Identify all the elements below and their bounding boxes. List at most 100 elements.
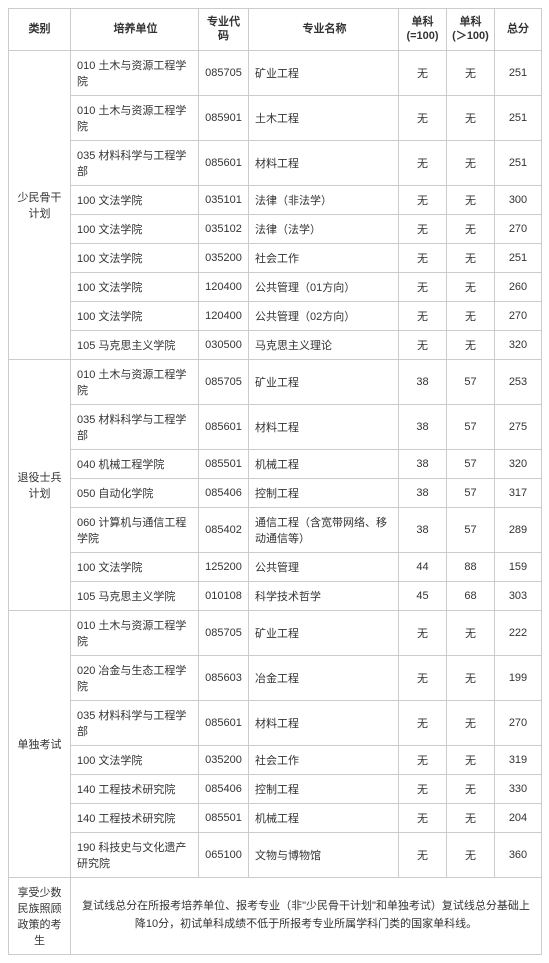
name-cell: 材料工程 bbox=[249, 140, 399, 185]
sub2-cell: 无 bbox=[447, 700, 495, 745]
sub1-cell: 38 bbox=[399, 507, 447, 552]
table-row: 100 文法学院035101法律（非法学）无无300 bbox=[9, 185, 542, 214]
unit-cell: 105 马克思主义学院 bbox=[71, 581, 199, 610]
table-row: 040 机械工程学院085501机械工程3857320 bbox=[9, 449, 542, 478]
header-name: 专业名称 bbox=[249, 9, 399, 51]
sub2-cell: 无 bbox=[447, 50, 495, 95]
sub2-cell: 57 bbox=[447, 404, 495, 449]
total-cell: 360 bbox=[495, 832, 542, 877]
table-row: 100 文法学院035200社会工作无无251 bbox=[9, 243, 542, 272]
code-cell: 035200 bbox=[199, 745, 249, 774]
sub2-cell: 57 bbox=[447, 359, 495, 404]
category-cell: 单独考试 bbox=[9, 610, 71, 877]
name-cell: 矿业工程 bbox=[249, 610, 399, 655]
sub1-cell: 无 bbox=[399, 700, 447, 745]
sub1-cell: 38 bbox=[399, 449, 447, 478]
unit-cell: 100 文法学院 bbox=[71, 272, 199, 301]
sub1-cell: 无 bbox=[399, 140, 447, 185]
total-cell: 330 bbox=[495, 774, 542, 803]
sub1-cell: 45 bbox=[399, 581, 447, 610]
table-row: 140 工程技术研究院085501机械工程无无204 bbox=[9, 803, 542, 832]
table-row: 退役士兵计划010 土木与资源工程学院085705矿业工程3857253 bbox=[9, 359, 542, 404]
sub2-cell: 无 bbox=[447, 214, 495, 243]
code-cell: 085603 bbox=[199, 655, 249, 700]
sub2-cell: 无 bbox=[447, 745, 495, 774]
code-cell: 085601 bbox=[199, 404, 249, 449]
code-cell: 085501 bbox=[199, 449, 249, 478]
code-cell: 035102 bbox=[199, 214, 249, 243]
header-sub1-l1: 单科 bbox=[412, 16, 434, 28]
table-row: 100 文法学院125200公共管理4488159 bbox=[9, 552, 542, 581]
sub1-cell: 无 bbox=[399, 655, 447, 700]
name-cell: 公共管理 bbox=[249, 552, 399, 581]
sub1-cell: 无 bbox=[399, 95, 447, 140]
table-row: 105 马克思主义学院010108科学技术哲学4568303 bbox=[9, 581, 542, 610]
unit-cell: 100 文法学院 bbox=[71, 745, 199, 774]
sub1-cell: 无 bbox=[399, 774, 447, 803]
unit-cell: 140 工程技术研究院 bbox=[71, 803, 199, 832]
sub1-cell: 无 bbox=[399, 272, 447, 301]
total-cell: 199 bbox=[495, 655, 542, 700]
total-cell: 320 bbox=[495, 449, 542, 478]
unit-cell: 010 土木与资源工程学院 bbox=[71, 50, 199, 95]
code-cell: 085705 bbox=[199, 359, 249, 404]
name-cell: 机械工程 bbox=[249, 449, 399, 478]
sub2-cell: 57 bbox=[447, 507, 495, 552]
sub1-cell: 无 bbox=[399, 301, 447, 330]
sub2-cell: 无 bbox=[447, 330, 495, 359]
table-row: 035 材料科学与工程学部085601材料工程无无251 bbox=[9, 140, 542, 185]
sub2-cell: 无 bbox=[447, 185, 495, 214]
name-cell: 社会工作 bbox=[249, 745, 399, 774]
header-sub1-l2: (=100) bbox=[406, 30, 438, 42]
header-total: 总分 bbox=[495, 9, 542, 51]
sub2-cell: 无 bbox=[447, 610, 495, 655]
unit-cell: 050 自动化学院 bbox=[71, 478, 199, 507]
sub2-cell: 无 bbox=[447, 803, 495, 832]
unit-cell: 100 文法学院 bbox=[71, 552, 199, 581]
unit-cell: 140 工程技术研究院 bbox=[71, 774, 199, 803]
code-cell: 035101 bbox=[199, 185, 249, 214]
table-row: 020 冶金与生态工程学院085603冶金工程无无199 bbox=[9, 655, 542, 700]
total-cell: 251 bbox=[495, 140, 542, 185]
sub1-cell: 38 bbox=[399, 404, 447, 449]
unit-cell: 040 机械工程学院 bbox=[71, 449, 199, 478]
sub2-cell: 无 bbox=[447, 832, 495, 877]
sub2-cell: 无 bbox=[447, 774, 495, 803]
total-cell: 289 bbox=[495, 507, 542, 552]
footnote-row: 享受少数民族照顾政策的考生复试线总分在所报考培养单位、报考专业（非"少民骨干计划… bbox=[9, 877, 542, 954]
total-cell: 275 bbox=[495, 404, 542, 449]
total-cell: 303 bbox=[495, 581, 542, 610]
header-sub2: 单科 (＞100) bbox=[447, 9, 495, 51]
unit-cell: 035 材料科学与工程学部 bbox=[71, 140, 199, 185]
sub1-cell: 38 bbox=[399, 359, 447, 404]
total-cell: 251 bbox=[495, 50, 542, 95]
unit-cell: 190 科技史与文化遗产研究院 bbox=[71, 832, 199, 877]
table-row: 190 科技史与文化遗产研究院065100文物与博物馆无无360 bbox=[9, 832, 542, 877]
unit-cell: 010 土木与资源工程学院 bbox=[71, 359, 199, 404]
sub2-cell: 68 bbox=[447, 581, 495, 610]
header-sub2-l1: 单科 bbox=[460, 16, 482, 28]
code-cell: 085901 bbox=[199, 95, 249, 140]
sub2-cell: 88 bbox=[447, 552, 495, 581]
unit-cell: 100 文法学院 bbox=[71, 301, 199, 330]
unit-cell: 060 计算机与通信工程学院 bbox=[71, 507, 199, 552]
total-cell: 253 bbox=[495, 359, 542, 404]
code-cell: 085402 bbox=[199, 507, 249, 552]
table-row: 100 文法学院035200社会工作无无319 bbox=[9, 745, 542, 774]
table-row: 单独考试010 土木与资源工程学院085705矿业工程无无222 bbox=[9, 610, 542, 655]
total-cell: 251 bbox=[495, 243, 542, 272]
unit-cell: 035 材料科学与工程学部 bbox=[71, 700, 199, 745]
unit-cell: 105 马克思主义学院 bbox=[71, 330, 199, 359]
table-row: 010 土木与资源工程学院085901土木工程无无251 bbox=[9, 95, 542, 140]
sub2-cell: 无 bbox=[447, 655, 495, 700]
table-row: 少民骨干计划010 土木与资源工程学院085705矿业工程无无251 bbox=[9, 50, 542, 95]
total-cell: 270 bbox=[495, 301, 542, 330]
code-cell: 120400 bbox=[199, 272, 249, 301]
name-cell: 冶金工程 bbox=[249, 655, 399, 700]
code-cell: 085501 bbox=[199, 803, 249, 832]
table-row: 035 材料科学与工程学部085601材料工程3857275 bbox=[9, 404, 542, 449]
total-cell: 222 bbox=[495, 610, 542, 655]
header-row: 类别 培养单位 专业代码 专业名称 单科 (=100) 单科 (＞100) 总分 bbox=[9, 9, 542, 51]
total-cell: 251 bbox=[495, 95, 542, 140]
total-cell: 320 bbox=[495, 330, 542, 359]
